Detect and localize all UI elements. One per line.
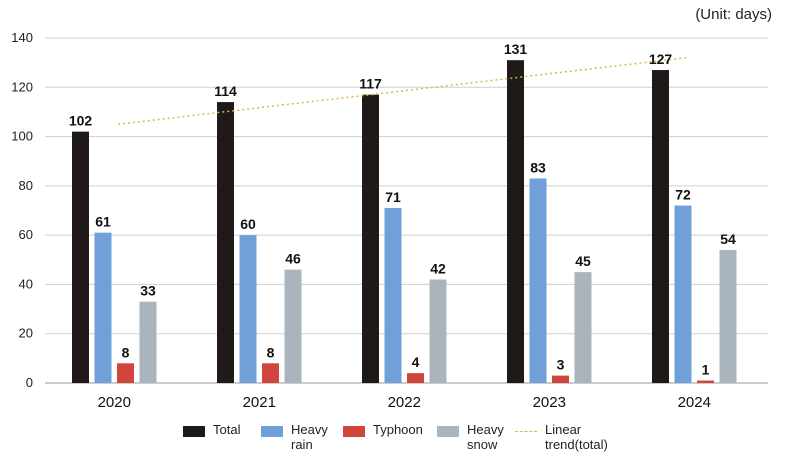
legend-item-typhoon: Typhoon xyxy=(343,422,423,437)
data-label: 127 xyxy=(649,51,673,67)
bar-typhoon-2022 xyxy=(407,373,424,383)
data-label: 131 xyxy=(504,41,528,57)
data-label: 102 xyxy=(69,113,93,129)
y-tick-label: 80 xyxy=(19,178,33,193)
y-tick-label: 20 xyxy=(19,326,33,341)
legend-item-trend: Linear trend(total) xyxy=(515,422,608,452)
legend-swatch xyxy=(343,426,365,437)
data-label: 1 xyxy=(702,362,710,378)
y-tick-label: 60 xyxy=(19,227,33,242)
bar-total-2020 xyxy=(72,131,89,383)
legend-swatch xyxy=(261,426,283,437)
legend: Total Heavy rain Typhoon Heavy snow Linear t… xyxy=(0,422,794,462)
bar-heavy_snow-2023 xyxy=(574,272,592,383)
bar-typhoon-2024 xyxy=(697,380,714,383)
y-tick-label: 140 xyxy=(11,30,33,45)
data-label: 71 xyxy=(385,189,401,205)
bar-heavy_snow-2021 xyxy=(284,269,302,383)
y-tick-label: 40 xyxy=(19,276,33,291)
data-label: 33 xyxy=(140,283,156,299)
data-label: 42 xyxy=(430,261,446,277)
grid-lines xyxy=(45,37,768,384)
x-tick-label: 2020 xyxy=(98,394,131,411)
legend-label: Total xyxy=(213,422,241,437)
y-tick-label: 120 xyxy=(11,79,33,94)
bar-heavy_rain-2023 xyxy=(529,178,547,383)
data-label: 114 xyxy=(214,83,237,99)
bar-total-2021 xyxy=(217,102,234,384)
legend-label: Heavy rain xyxy=(291,422,328,452)
y-tick-label: 0 xyxy=(26,375,33,390)
x-axis-labels: 2020 2021 2022 2023 2024 xyxy=(98,394,711,411)
bar-heavy_rain-2024 xyxy=(674,205,692,383)
bar-total-2023 xyxy=(507,60,524,384)
bar-total-2024 xyxy=(652,70,669,384)
data-label: 8 xyxy=(122,344,130,360)
data-label: 60 xyxy=(240,216,256,232)
data-label: 83 xyxy=(530,159,546,175)
data-label: 54 xyxy=(720,231,736,247)
data-label: 61 xyxy=(95,214,111,230)
bar-heavy_snow-2022 xyxy=(429,279,447,383)
x-tick-label: 2022 xyxy=(388,394,421,411)
bar-chart: 0 20 40 60 80 100 120 140 102 114 117 131 127 61 60 71… xyxy=(11,30,768,411)
data-label: 8 xyxy=(267,344,275,360)
x-tick-label: 2023 xyxy=(533,394,566,411)
data-label: 3 xyxy=(557,357,565,373)
bar-heavy_rain-2021 xyxy=(239,235,257,383)
legend-item-heavy_snow: Heavy snow xyxy=(437,422,504,452)
legend-label: Heavy snow xyxy=(467,422,504,452)
legend-label: Linear trend(total) xyxy=(545,422,608,452)
data-labels: 102 114 117 131 127 61 60 71 83 72 8 8 4 3 1 33 46 42 45 54 xyxy=(69,41,736,377)
legend-swatch xyxy=(183,426,205,437)
legend-swatch xyxy=(437,426,459,437)
bar-heavy_rain-2022 xyxy=(384,208,402,383)
bar-heavy_rain-2020 xyxy=(94,232,112,383)
bar-heavy_snow-2024 xyxy=(719,249,737,383)
bar-total-2022 xyxy=(362,94,379,383)
trend-line-group xyxy=(117,56,687,125)
trend-line xyxy=(117,56,687,125)
bars xyxy=(72,60,737,384)
y-axis-ticks: 0 20 40 60 80 100 120 140 xyxy=(11,30,33,390)
data-label: 46 xyxy=(285,251,301,267)
data-label: 45 xyxy=(575,253,591,269)
legend-item-total: Total xyxy=(183,422,240,437)
data-label: 72 xyxy=(675,187,691,203)
data-label: 117 xyxy=(359,76,382,92)
data-label: 4 xyxy=(412,354,420,370)
x-tick-label: 2021 xyxy=(243,394,276,411)
legend-label: Typhoon xyxy=(373,422,423,437)
legend-item-heavy_rain: Heavy rain xyxy=(261,422,328,452)
bar-typhoon-2020 xyxy=(117,363,134,383)
legend-swatch xyxy=(515,431,537,432)
unit-label: (Unit: days) xyxy=(695,6,772,23)
y-tick-label: 100 xyxy=(11,129,33,144)
bar-heavy_snow-2020 xyxy=(139,301,157,383)
bar-typhoon-2023 xyxy=(552,375,569,383)
bar-typhoon-2021 xyxy=(262,363,279,383)
x-tick-label: 2024 xyxy=(678,394,711,411)
